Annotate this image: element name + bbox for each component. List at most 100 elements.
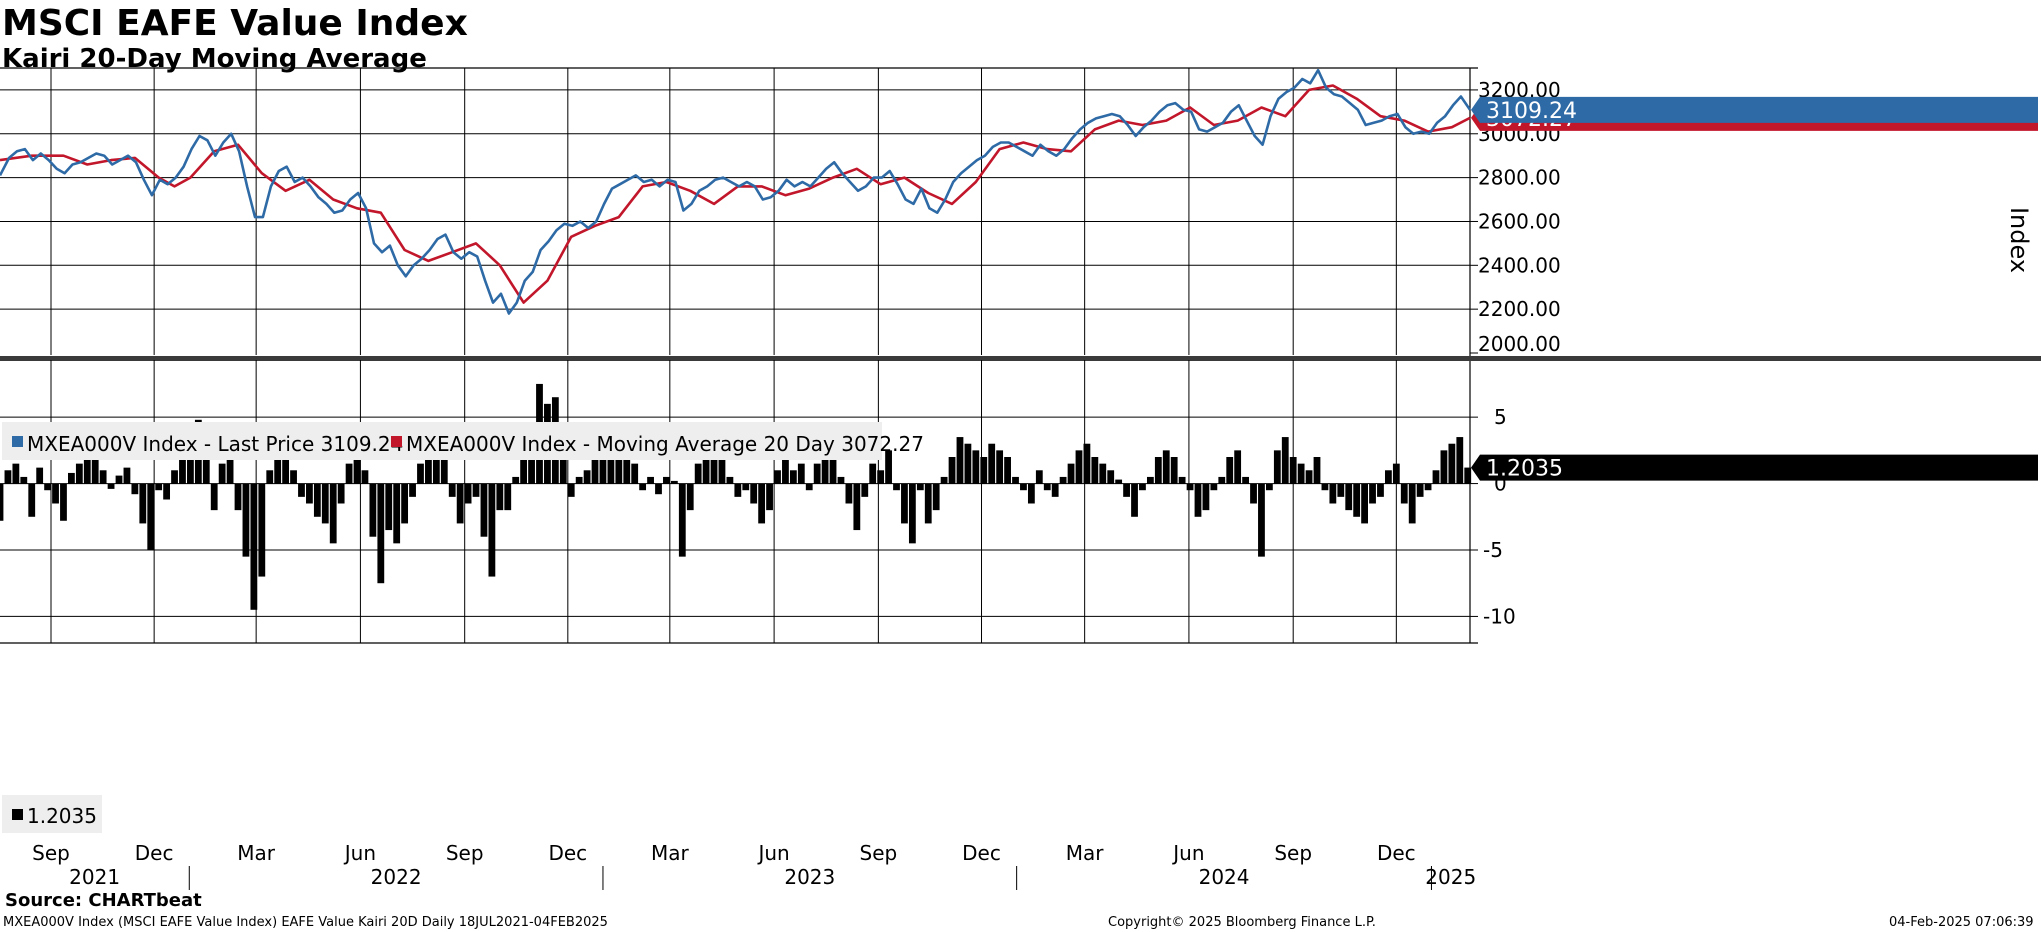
kairi-bar [726, 476, 734, 484]
kairi-bar [123, 467, 131, 484]
kairi-bar [480, 483, 488, 537]
kairi-bar [60, 483, 67, 521]
kairi-bar [155, 483, 163, 491]
x-month-label: Sep [446, 841, 484, 865]
kairi-bar [1178, 476, 1186, 484]
kairi-bar [1154, 457, 1162, 484]
kairi-bar [12, 463, 20, 484]
kairi-bar [916, 483, 924, 491]
kairi-bar [559, 437, 567, 484]
kairi-bar [663, 476, 670, 484]
kairi-bar [774, 470, 781, 484]
kairi-bar [1464, 467, 1472, 484]
kairi-bar [1392, 463, 1400, 484]
kairi-bar [274, 450, 282, 484]
kairi-bar [1083, 443, 1091, 484]
kairi-bar [520, 450, 528, 484]
ytick-label: 5 [1494, 405, 1507, 429]
kairi-bar [131, 483, 139, 495]
kairi-bar [1305, 470, 1313, 484]
kairi-bar [210, 483, 218, 511]
kairi-bar [845, 483, 853, 504]
kairi-bar [1107, 470, 1115, 484]
x-month-label: Sep [32, 841, 70, 865]
kairi-bar [1115, 479, 1123, 484]
kairi-bar [266, 470, 274, 484]
legend-swatch-price [12, 436, 23, 447]
kairi-bar [313, 483, 321, 517]
kairi-bar [234, 483, 242, 511]
kairi-bar [4, 470, 12, 484]
moving-average-line [0, 84, 1471, 304]
kairi-bar [99, 470, 107, 484]
kairi-bar [139, 483, 147, 524]
kairi-bar [686, 483, 694, 511]
kairi-bar [337, 483, 345, 504]
kairi-bar [1059, 476, 1067, 484]
kairi-bar [1408, 483, 1416, 524]
legend-swatch-kairi [12, 809, 23, 820]
x-year-label: 2025 [1425, 865, 1476, 889]
kairi-bar [1440, 450, 1448, 484]
kairi-bar [1448, 443, 1456, 484]
kairi-bar [250, 483, 258, 610]
kairi-bar [1027, 483, 1035, 504]
kairi-bar [321, 483, 329, 524]
kairi-bar [28, 483, 36, 517]
kairi-bar [44, 483, 52, 491]
value-tag-shape [1471, 96, 2038, 123]
kairi-bar [885, 450, 892, 484]
kairi-bar [1416, 483, 1424, 497]
kairi-bar [187, 437, 194, 484]
kairi-bar [440, 443, 448, 484]
legend-label-ma: MXEA000V Index - Moving Average 20 Day 3… [406, 432, 924, 456]
kairi-bar [496, 483, 504, 511]
kairi-bar [472, 483, 480, 497]
value-tag-label: 1.2035 [1486, 457, 1563, 482]
kairi-bar [1226, 457, 1234, 484]
kairi-bar [567, 483, 575, 497]
kairi-bar [1369, 483, 1376, 504]
kairi-bar [1131, 483, 1138, 517]
kairi-bar [1297, 463, 1305, 484]
kairi-bar [202, 450, 210, 484]
kairi-bar [1091, 457, 1099, 484]
legend-label-price: MXEA000V Index - Last Price 3109.24 [27, 432, 403, 456]
kairi-bar [448, 483, 456, 497]
kairi-bar [1321, 483, 1329, 491]
kairi-bar [1035, 470, 1043, 484]
legend-background [2, 422, 882, 460]
x-month-label: Sep [860, 841, 898, 865]
kairi-bar [377, 483, 385, 584]
kairi-bar [1020, 483, 1027, 491]
kairi-bar [813, 463, 821, 484]
x-month-label: Jun [343, 841, 376, 865]
kairi-bar [282, 437, 290, 484]
kairi-bar [218, 463, 226, 484]
kairi-bar [298, 483, 305, 497]
kairi-bar [1281, 437, 1289, 484]
kairi-bar [964, 443, 972, 484]
kairi-bar [512, 476, 520, 484]
x-month-label: Dec [1377, 841, 1416, 865]
kairi-bar [226, 443, 234, 484]
kairi-bar [68, 472, 75, 484]
x-month-label: Dec [962, 841, 1001, 865]
kairi-bar [52, 483, 59, 504]
kairi-bar [908, 483, 916, 544]
x-month-label: Jun [756, 841, 789, 865]
kairi-bar [115, 475, 123, 484]
kairi-bar [1210, 483, 1218, 491]
kairi-bar [702, 450, 710, 484]
upper-legend: MXEA000V Index - Last Price 3109.24 MXEA0… [2, 422, 924, 460]
kairi-bar [861, 483, 869, 497]
kairi-bar [147, 483, 155, 550]
kairi-value-tag: 1.2035 [1471, 454, 2038, 482]
kairi-bar [1361, 483, 1368, 524]
kairi-bar [369, 483, 377, 537]
kairi-bar [1258, 483, 1265, 557]
legend-swatch-ma [391, 436, 402, 447]
footer-timestamp: 04-Feb-2025 07:06:39 [1889, 915, 2034, 930]
kairi-bar [591, 457, 599, 484]
kairi-bar [655, 483, 662, 495]
